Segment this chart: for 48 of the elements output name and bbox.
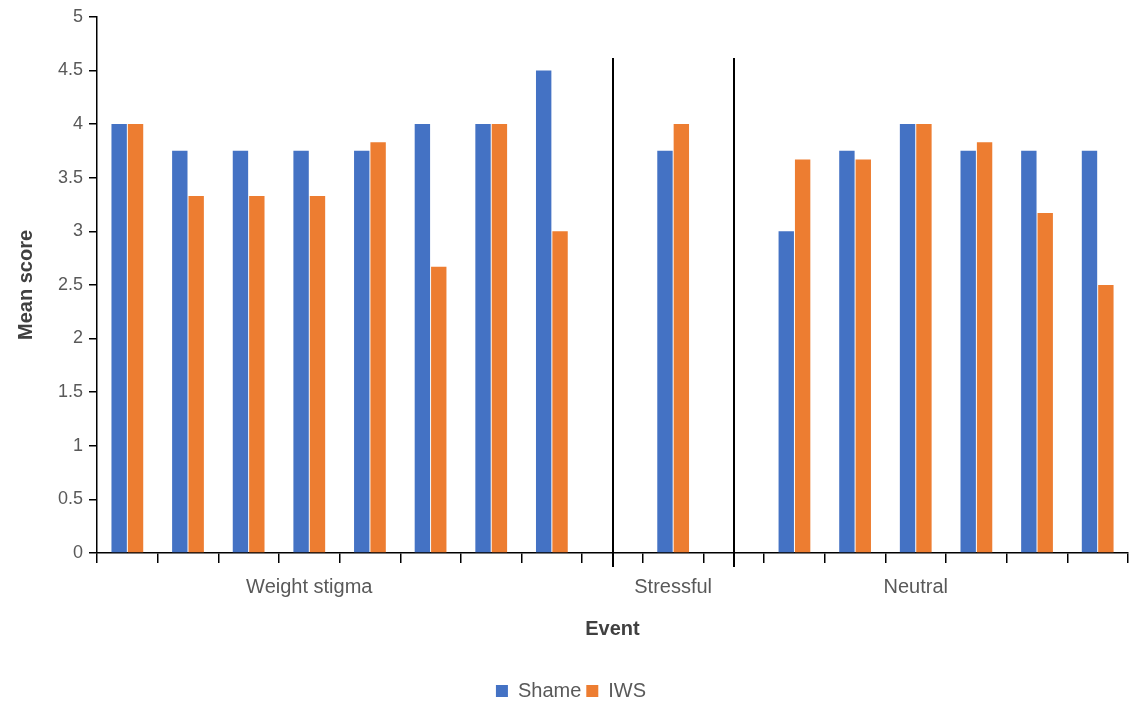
x-tick-label: Weight stigma [246, 574, 374, 597]
bar [249, 195, 265, 553]
bar [111, 124, 127, 553]
y-tick-label: 2.5 [57, 273, 84, 294]
y-tick-label: 3 [73, 220, 84, 241]
bar [916, 124, 932, 553]
bar [535, 70, 552, 553]
y-tick-label: 3.5 [57, 166, 84, 187]
x-axis-title: Event [585, 616, 641, 639]
bar [778, 231, 794, 553]
bar [232, 150, 249, 553]
bar [188, 195, 204, 553]
bar [1081, 150, 1098, 553]
bar [370, 142, 386, 553]
bar [293, 150, 309, 553]
bar [960, 150, 976, 553]
legend-label: Shame [517, 678, 582, 701]
bar [855, 159, 871, 553]
bar [127, 124, 144, 553]
bar [354, 150, 370, 553]
bar [172, 150, 188, 553]
y-tick-label: 4.5 [57, 59, 84, 80]
y-tick-label: 2 [73, 327, 84, 348]
y-tick-label: 0 [73, 541, 84, 562]
bar [552, 231, 568, 553]
bar [976, 142, 993, 553]
x-tick-label: Stressful [634, 574, 713, 597]
y-tick-label: 1 [73, 434, 84, 455]
bar [657, 150, 673, 553]
bar [475, 124, 491, 553]
y-axis-title: Mean score [13, 229, 36, 340]
y-tick-label: 5 [73, 5, 84, 26]
bar [1098, 284, 1114, 553]
y-tick-label: 4 [73, 113, 84, 134]
bar [491, 124, 508, 553]
bar [1037, 213, 1053, 553]
bar [839, 150, 855, 553]
legend-label: IWS [608, 678, 647, 701]
bar [899, 124, 916, 553]
bar [1021, 150, 1037, 553]
bar [431, 266, 447, 553]
y-tick-label: 0.5 [57, 488, 84, 509]
bar [673, 124, 690, 553]
y-tick-label: 1.5 [57, 381, 84, 402]
x-tick-label: Neutral [883, 574, 948, 597]
bar [794, 159, 811, 553]
bar [414, 124, 431, 553]
bar [309, 195, 326, 553]
